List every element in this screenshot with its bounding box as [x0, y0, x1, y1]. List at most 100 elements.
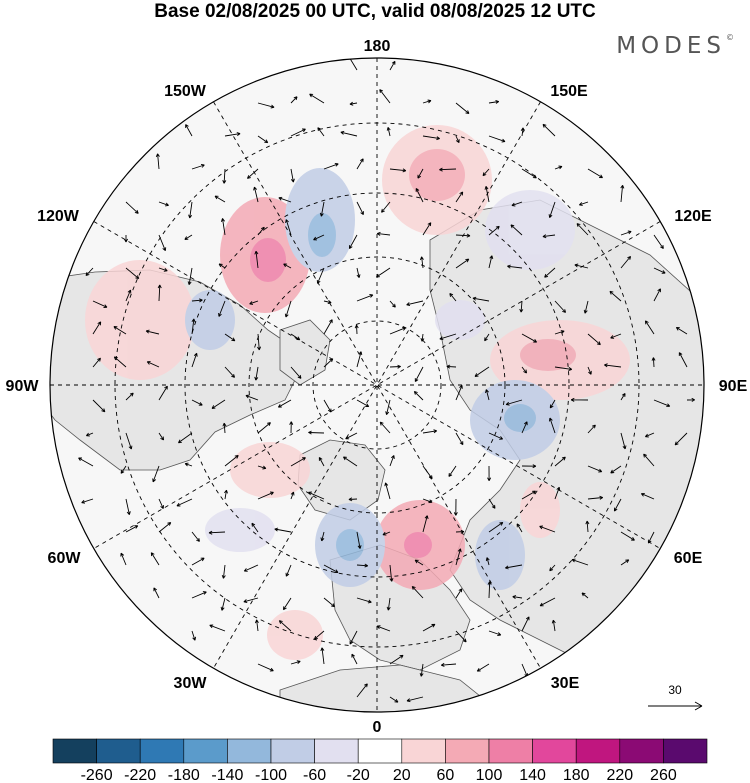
wind-vector	[356, 201, 364, 215]
wind-vector	[505, 399, 523, 406]
wind-vector	[455, 258, 470, 269]
label-30w: 30W	[174, 675, 208, 692]
wind-vector	[254, 619, 259, 632]
wind-vector	[521, 421, 528, 434]
colorbar-swatch	[488, 738, 533, 764]
wind-vector	[413, 390, 424, 401]
wind-vector	[125, 289, 132, 302]
wind-vector	[521, 490, 536, 500]
wind-vector	[675, 326, 688, 335]
wind-vector	[178, 432, 193, 444]
wind-vector	[222, 168, 227, 184]
wind-vector	[323, 564, 339, 573]
wind-vector	[214, 195, 226, 203]
colorbar-swatch	[532, 738, 577, 764]
wind-vector	[113, 326, 127, 335]
wind-vector	[512, 595, 523, 599]
colorbar-swatch	[96, 738, 141, 764]
wind-vector	[440, 662, 457, 667]
wind-vector	[609, 290, 622, 302]
wind-vector	[191, 163, 205, 170]
colorbar-swatch	[663, 738, 708, 764]
wind-vector	[356, 158, 364, 170]
wind-vector	[620, 432, 627, 450]
anomaly-negative	[485, 190, 575, 270]
wind-vector	[455, 548, 462, 566]
wind-vector	[653, 234, 664, 249]
wind-vector	[218, 263, 226, 269]
wind-vector	[278, 620, 292, 632]
wind-vector	[414, 366, 424, 382]
wind-vector	[191, 531, 200, 542]
wind-vector	[278, 196, 292, 203]
wind-vector	[257, 491, 274, 500]
anomaly-negative	[475, 520, 525, 590]
wind-vector	[539, 597, 556, 607]
wind-vector	[318, 457, 325, 467]
wind-vector	[686, 397, 696, 402]
wind-vector	[323, 597, 335, 608]
wind-vector	[158, 385, 168, 401]
wind-vector	[640, 492, 655, 500]
wind-vector	[422, 623, 436, 632]
wind-vector	[521, 464, 537, 469]
anomaly-positive	[520, 482, 560, 538]
wind-vector	[85, 432, 94, 437]
wind-vector	[158, 201, 169, 207]
wind-vector	[343, 456, 358, 467]
anomaly-positive-strong	[250, 238, 286, 282]
wind-vector	[417, 168, 424, 179]
wind-vector	[257, 135, 269, 144]
wind-vector	[120, 465, 127, 474]
wind-vector	[570, 397, 589, 402]
wind-vector	[455, 630, 467, 643]
wind-vector	[92, 357, 101, 368]
colorbar-swatch	[227, 738, 272, 764]
wind-vector	[289, 421, 294, 434]
anomaly-positive	[267, 610, 323, 660]
wind-vector	[544, 267, 556, 278]
wind-vector	[422, 498, 433, 504]
colorbar-swatch	[314, 738, 359, 764]
wind-vector	[356, 683, 368, 698]
wind-vector	[249, 300, 259, 305]
wind-vector	[290, 96, 298, 104]
wind-vector	[422, 429, 438, 434]
wind-vector	[125, 525, 139, 533]
colorbar: -260 -220 -180 -140 -100 -60 -20 20 60 100 140 180 2…	[52, 738, 708, 783]
colorbar-label: -60	[303, 767, 326, 783]
anomaly-positive	[520, 339, 576, 371]
wind-vector	[320, 647, 325, 665]
wind-vector	[521, 616, 530, 632]
colorbar-label: 220	[606, 767, 633, 783]
wind-vector	[455, 135, 460, 144]
wind-vector	[218, 300, 226, 317]
wind-vector	[85, 267, 94, 277]
wind-vector	[389, 60, 396, 71]
colorbar-label: 100	[476, 767, 503, 783]
colorbar-label: 260	[650, 767, 677, 783]
wind-vector	[511, 201, 523, 207]
wind-vector	[455, 191, 464, 203]
wind-vector	[113, 356, 127, 368]
wind-vector	[376, 231, 391, 236]
wind-vector	[521, 168, 537, 179]
wind-vector	[574, 263, 589, 269]
wind-vector	[389, 300, 396, 308]
wind-vector	[455, 102, 470, 115]
wind-vector	[158, 432, 165, 441]
wind-vector	[453, 498, 458, 516]
wind-vector	[620, 230, 632, 236]
wind-vector	[474, 366, 490, 377]
wind-vector	[356, 267, 361, 278]
colorbar-swatch	[357, 738, 403, 764]
label-150e: 150E	[550, 83, 588, 100]
wind-vector	[549, 399, 556, 409]
wind-vector	[376, 267, 391, 278]
wind-vector	[389, 564, 394, 582]
wind-vector	[587, 424, 596, 434]
wind-vector	[520, 127, 525, 137]
wind-vector	[620, 531, 635, 541]
wind-vector	[578, 201, 589, 206]
